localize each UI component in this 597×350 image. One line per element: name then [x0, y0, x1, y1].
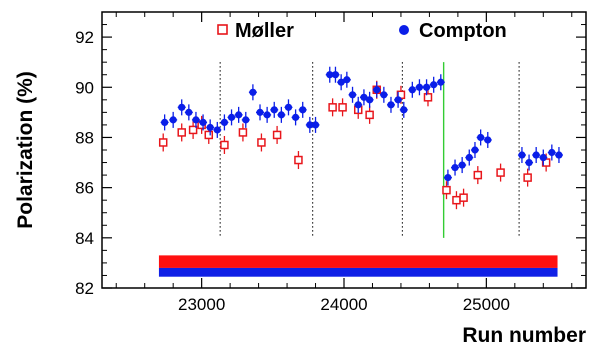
polarization-bands	[158, 255, 558, 277]
moller-point	[272, 130, 282, 140]
compton-point	[331, 71, 340, 79]
moller-point	[204, 130, 214, 140]
compton-point	[178, 103, 186, 111]
compton-point	[539, 153, 547, 162]
compton-point	[484, 136, 492, 144]
legend-moller-marker	[217, 24, 228, 35]
compton-point	[465, 153, 473, 162]
y-tick-label: 82	[75, 279, 94, 298]
compton-point	[169, 116, 177, 124]
compton-point	[220, 118, 229, 126]
x-tick-label: 25000	[463, 295, 510, 314]
compton-point	[394, 96, 402, 104]
compton-point	[256, 108, 264, 116]
moller-point	[442, 185, 451, 195]
band-1	[158, 267, 558, 277]
compton-point	[263, 111, 271, 119]
compton-point	[277, 111, 285, 119]
compton-point	[343, 76, 351, 84]
compton-point	[242, 116, 250, 124]
y-tick-label: 84	[75, 229, 94, 248]
compton-point	[444, 174, 452, 182]
compton-point	[206, 123, 214, 132]
compton-point	[477, 133, 485, 142]
moller-point	[423, 93, 433, 102]
x-tick-label: 23000	[178, 295, 225, 314]
moller-series	[158, 80, 551, 210]
compton-point	[366, 96, 374, 104]
y-tick-label: 90	[75, 78, 94, 97]
compton-point	[354, 101, 362, 109]
compton-point	[422, 83, 431, 91]
compton-point	[373, 86, 381, 94]
legend: Møller Compton	[217, 20, 507, 42]
moller-point	[473, 170, 483, 180]
x-axis-title: Run number	[462, 324, 586, 347]
band-0	[158, 255, 558, 268]
compton-point	[213, 126, 221, 134]
moller-point	[459, 193, 468, 202]
moller-point	[452, 195, 461, 205]
compton-point	[415, 83, 424, 91]
compton-point	[270, 106, 278, 114]
compton-point	[249, 88, 257, 96]
axis-ticks: 82 84 86 88 90 92 23000 24000 25000	[75, 12, 586, 314]
y-tick-label: 86	[75, 179, 94, 198]
compton-point	[555, 151, 563, 159]
moller-point	[294, 155, 303, 165]
compton-point	[437, 78, 445, 86]
moller-point	[177, 128, 186, 137]
compton-point	[518, 151, 526, 159]
compton-point	[360, 93, 368, 101]
compton-point	[161, 118, 169, 126]
compton-point	[235, 111, 243, 119]
compton-point	[471, 146, 479, 154]
compton-point	[185, 108, 193, 116]
compton-point	[306, 121, 314, 129]
compton-point	[299, 106, 307, 114]
compton-point	[311, 121, 320, 129]
moller-point	[338, 103, 347, 112]
compton-point	[199, 118, 207, 126]
x-tick-label: 24000	[320, 295, 367, 314]
legend-compton-marker	[399, 25, 409, 35]
moller-point	[238, 128, 248, 137]
compton-point	[451, 163, 459, 172]
compton-point	[227, 113, 236, 121]
plot-frame	[101, 11, 587, 289]
compton-point	[430, 81, 438, 89]
compton-point	[326, 71, 334, 79]
legend-moller-label: Møller	[235, 20, 294, 42]
y-tick-label: 92	[75, 28, 94, 47]
moller-point	[188, 125, 198, 135]
y-tick-label: 88	[75, 128, 94, 147]
moller-point	[220, 140, 229, 150]
compton-point	[284, 103, 293, 111]
compton-point	[192, 116, 200, 124]
compton-point	[400, 106, 408, 114]
compton-point	[548, 148, 556, 157]
moller-point	[328, 103, 337, 112]
compton-point	[348, 91, 357, 99]
compton-point	[532, 151, 540, 159]
compton-point	[525, 158, 533, 167]
moller-point	[158, 138, 168, 147]
moller-point	[365, 110, 374, 120]
compton-point	[292, 113, 300, 121]
compton-point	[458, 161, 466, 169]
legend-compton-label: Compton	[419, 20, 507, 42]
compton-point	[387, 101, 395, 109]
compton-series	[160, 66, 563, 186]
compton-point	[380, 91, 388, 99]
moller-point	[523, 173, 532, 182]
compton-point	[408, 86, 416, 94]
moller-point	[257, 138, 266, 147]
moller-point	[496, 168, 505, 177]
compton-point	[337, 78, 345, 86]
y-axis-title: Polarization (%)	[14, 71, 37, 229]
